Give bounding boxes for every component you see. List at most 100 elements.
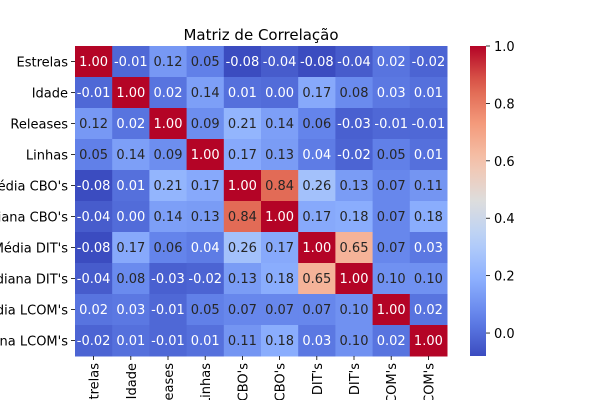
heatmap-cell xyxy=(372,263,411,295)
heatmap-cell xyxy=(223,108,262,140)
cell-value-label: 0.01 xyxy=(414,86,443,101)
cell-value-label: 0.10 xyxy=(340,303,369,318)
cell-value-label: 0.18 xyxy=(265,334,294,349)
cell-value-label: 0.13 xyxy=(228,272,257,287)
heatmap-cell xyxy=(409,108,448,140)
cell-value-label: 0.07 xyxy=(228,303,257,318)
y-tick-label: Média CBO's xyxy=(0,180,68,195)
cell-value-label: 0.02 xyxy=(154,86,183,101)
cell-value-label: -0.01 xyxy=(151,334,185,349)
y-tick-label: Idade xyxy=(32,87,68,102)
cell-value-label: 0.07 xyxy=(377,210,406,225)
x-tick-label: Mediana LCOM's xyxy=(422,363,437,400)
heatmap-cell xyxy=(75,201,113,233)
y-tick-label: Mediana CBO's xyxy=(0,211,68,226)
heatmap-cell xyxy=(75,232,113,264)
heatmap-cell xyxy=(112,46,150,78)
heatmap-cell xyxy=(298,232,336,264)
cell-value-label: 0.02 xyxy=(79,303,108,318)
y-tick-label: Estrelas xyxy=(17,56,69,71)
cell-value-label: 1.00 xyxy=(79,55,108,70)
x-tick-label: Releases xyxy=(162,363,177,400)
heatmap-cell xyxy=(409,232,448,264)
heatmap-cell xyxy=(223,232,262,264)
cell-value-label: 0.00 xyxy=(116,210,145,225)
cell-value-label: -0.01 xyxy=(114,55,148,70)
cell-value-label: 1.00 xyxy=(414,334,443,349)
cell-value-label: 0.17 xyxy=(116,241,145,256)
heatmap-cell xyxy=(186,77,225,109)
cell-value-label: 0.65 xyxy=(302,272,331,287)
cell-value-label: 0.07 xyxy=(265,303,294,318)
heatmap-cell xyxy=(409,263,448,295)
cell-value-label: -0.02 xyxy=(188,272,222,287)
x-tick-label: Média DIT's xyxy=(311,363,326,400)
cell-value-label: 0.18 xyxy=(265,272,294,287)
cell-value-label: 1.00 xyxy=(228,179,257,194)
heatmap-cell xyxy=(75,294,113,326)
heatmap-cell xyxy=(149,77,188,109)
heatmap-cell xyxy=(75,108,113,140)
cell-value-label: 0.84 xyxy=(265,179,294,194)
heatmap-cell xyxy=(261,325,299,357)
heatmap-cell xyxy=(149,263,188,295)
cell-value-label: -0.01 xyxy=(374,117,408,132)
heatmap-cell xyxy=(372,201,411,233)
heatmap-cell xyxy=(223,77,262,109)
heatmap-cell xyxy=(335,294,374,326)
colorbar-tick-label: 0.8 xyxy=(494,97,515,112)
heatmap-cell xyxy=(149,201,188,233)
heatmap-cell xyxy=(223,170,262,202)
cell-value-label: 0.17 xyxy=(191,179,220,194)
heatmap-cell xyxy=(223,201,262,233)
cell-value-label: 0.13 xyxy=(265,148,294,163)
heatmap-cell xyxy=(186,108,225,140)
heatmap-cell xyxy=(335,170,374,202)
cell-value-label: 0.18 xyxy=(414,210,443,225)
heatmap-cell xyxy=(112,77,150,109)
x-tick-label: Média CBO's xyxy=(236,363,251,400)
cell-value-label: 0.14 xyxy=(154,210,183,225)
cell-value-label: -0.08 xyxy=(226,55,260,70)
cell-value-label: 0.14 xyxy=(116,148,145,163)
heatmap-cell xyxy=(75,325,113,357)
heatmap-cell xyxy=(372,325,411,357)
cell-value-label: 0.08 xyxy=(340,86,369,101)
cell-value-label: -0.02 xyxy=(77,334,111,349)
heatmap-cell xyxy=(223,263,262,295)
cell-value-label: -0.02 xyxy=(412,55,446,70)
cell-value-label: 1.00 xyxy=(302,241,331,256)
heatmap-cell xyxy=(409,139,448,171)
cell-value-label: -0.04 xyxy=(77,272,111,287)
cell-value-label: -0.03 xyxy=(151,272,185,287)
y-tick-label: Mediana LCOM's xyxy=(0,335,68,350)
cell-value-label: 0.06 xyxy=(154,241,183,256)
heatmap-cell xyxy=(149,232,188,264)
heatmap-cell xyxy=(112,325,150,357)
heatmap-cell xyxy=(149,294,188,326)
heatmap-cells: 1.00 -0.01 0.12 0.05 -0.08 -0.04 -0.08 -0.04 0.0… xyxy=(75,46,448,357)
heatmap-cell xyxy=(372,108,411,140)
cell-value-label: 0.10 xyxy=(377,272,406,287)
heatmap-cell xyxy=(335,46,374,78)
heatmap-cell xyxy=(186,232,225,264)
x-axis-labels: Estrelas Idade Releases Linhas Média CBO's Me… xyxy=(88,356,437,400)
cell-value-label: 1.00 xyxy=(265,210,294,225)
cell-value-label: 0.01 xyxy=(116,179,145,194)
cell-value-label: 0.10 xyxy=(414,272,443,287)
x-tick-label: Estrelas xyxy=(88,363,103,400)
cell-value-label: 0.03 xyxy=(414,241,443,256)
cell-value-label: 0.11 xyxy=(414,179,443,194)
heatmap-cell xyxy=(261,139,299,171)
cell-value-label: 0.14 xyxy=(265,117,294,132)
heatmap-cell xyxy=(75,139,113,171)
heatmap-cell xyxy=(186,46,225,78)
heatmap-cell xyxy=(335,108,374,140)
heatmap-cell xyxy=(409,77,448,109)
heatmap-cell xyxy=(298,294,336,326)
cell-value-label: 0.06 xyxy=(302,117,331,132)
heatmap-cell xyxy=(149,46,188,78)
cell-value-label: -0.01 xyxy=(151,303,185,318)
heatmap-cell xyxy=(149,170,188,202)
x-tick-label: Mediana DIT's xyxy=(348,363,363,400)
